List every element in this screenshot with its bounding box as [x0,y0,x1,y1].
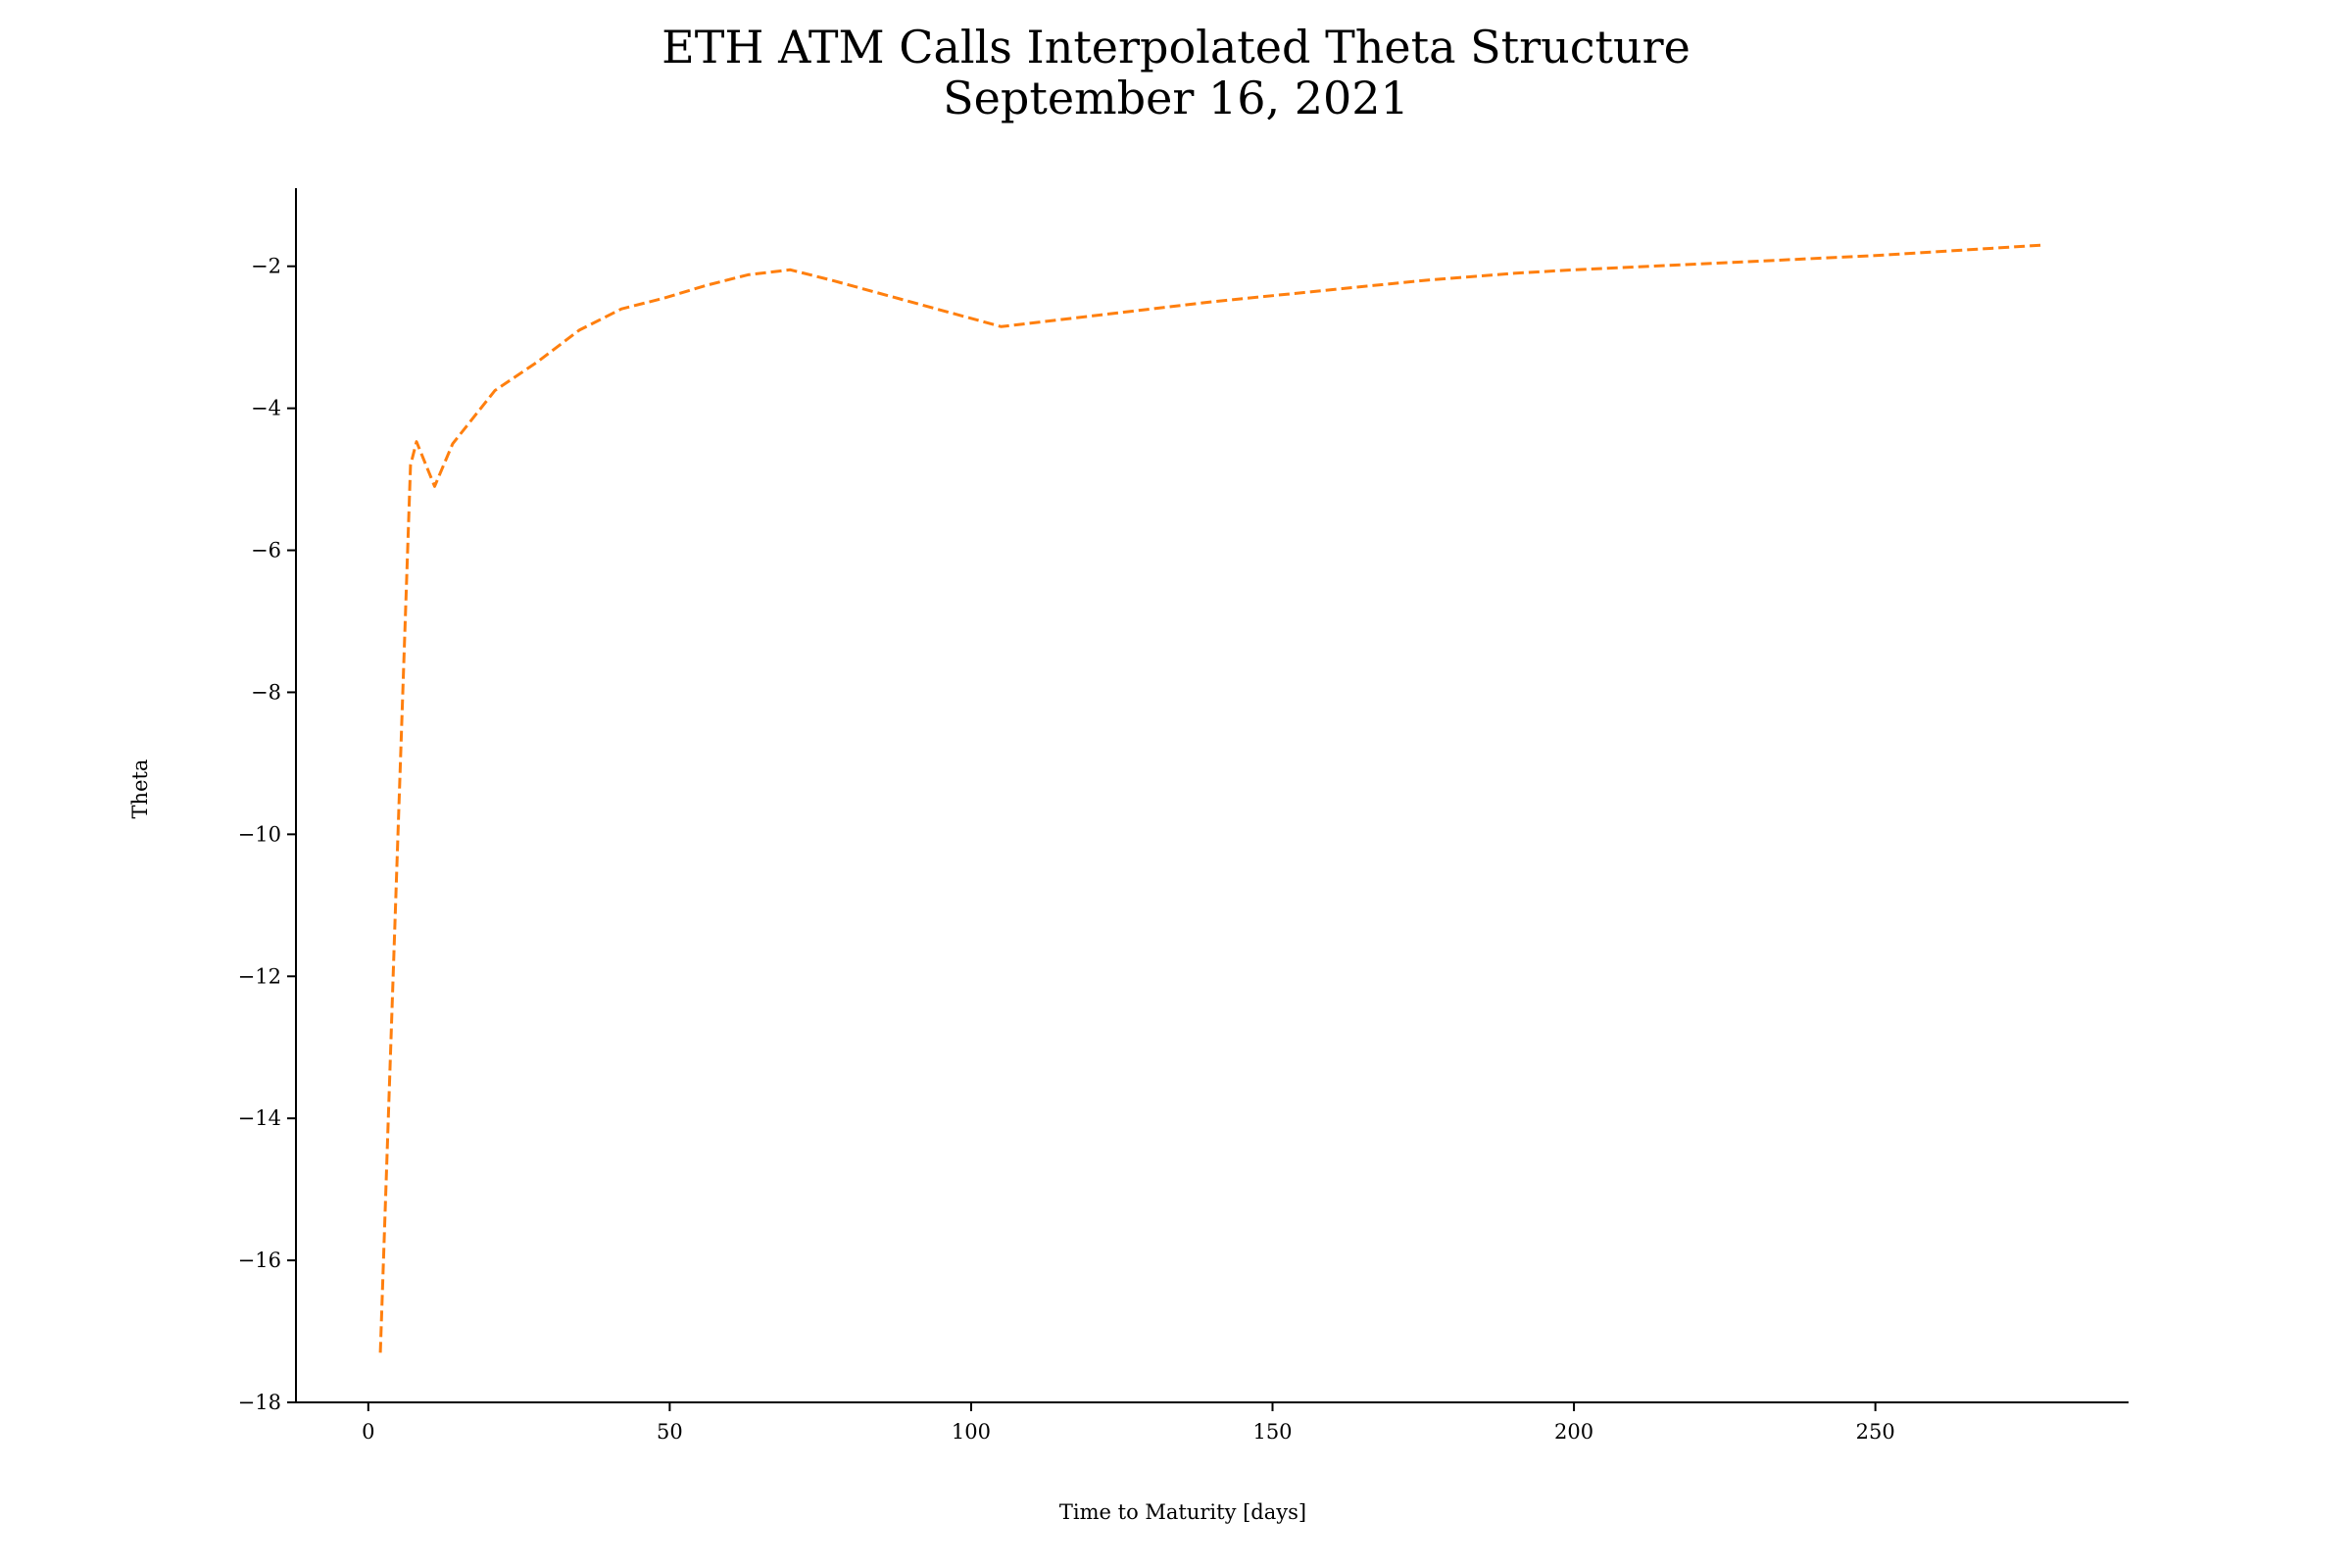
x-tick-label: 250 [1856,1420,1895,1444]
axes [295,188,2129,1403]
x-tick-label: 100 [952,1420,991,1444]
y-tick-label: −8 [251,680,281,704]
y-tick-label: −4 [251,397,281,420]
y-tick-label: −14 [238,1106,281,1130]
chart-title-block: ETH ATM Calls Interpolated Theta Structu… [0,22,2352,123]
y-ticks: −2 −4 −6 −8 −10 −12 −14 −16 −18 [238,255,296,1414]
series-line-0 [378,243,2044,1353]
y-tick-label: −10 [238,822,281,846]
chart-title: ETH ATM Calls Interpolated Theta Structu… [662,21,1690,74]
y-axis-label: Theta [128,760,152,819]
x-axis-label: Time to Maturity [days] [1059,1500,1306,1524]
x-tick-label: 0 [362,1420,374,1444]
y-tick-label: −6 [251,539,281,563]
series-layer [378,243,2044,1353]
x-tick-label: 150 [1252,1420,1292,1444]
y-tick-label: −12 [238,964,281,988]
y-tick-label: −18 [238,1391,281,1414]
chart-subtitle: September 16, 2021 [943,72,1409,124]
x-tick-label: 50 [657,1420,683,1444]
x-tick-label: 200 [1554,1420,1593,1444]
y-tick-label: −16 [238,1249,281,1272]
x-ticks: 0 50 100 150 200 250 [362,1402,1895,1444]
y-tick-label: −2 [251,255,281,278]
